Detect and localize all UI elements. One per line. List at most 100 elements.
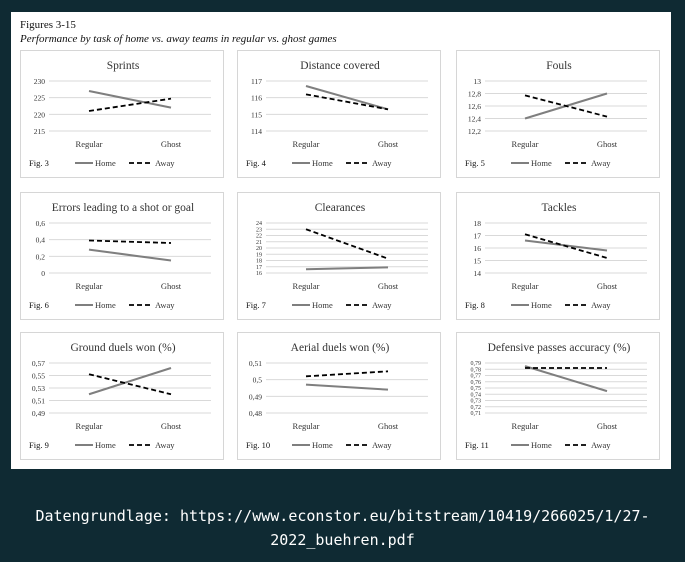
chart-panel: Distance covered 114 115 116 117 Regular Ghost… bbox=[237, 50, 441, 178]
y-tick-label: 15 bbox=[474, 257, 482, 266]
fig-label: Fig. 7 bbox=[246, 300, 266, 310]
y-tick-label: 0,75 bbox=[471, 386, 482, 392]
chart-svg: Defensive passes accuracy (%)0,710,720,7… bbox=[465, 342, 647, 450]
legend-label-away: Away bbox=[372, 158, 392, 168]
fig-label: Fig. 9 bbox=[29, 440, 49, 450]
legend-label-away: Away bbox=[155, 158, 175, 168]
y-tick-label: 0,51 bbox=[249, 359, 262, 368]
chart-svg: Sprints 215 220 225 230 Regular Ghost Fig. 3 Hom… bbox=[29, 60, 211, 168]
x-tick-label: Regular bbox=[512, 421, 539, 431]
y-tick-label: 14 bbox=[474, 269, 482, 278]
chart-svg: Tackles 14 15 16 17 18 Regular Ghost Fig. 8 Home A… bbox=[465, 202, 647, 310]
y-tick-label: 18 bbox=[474, 219, 482, 228]
x-tick-label: Ghost bbox=[378, 421, 399, 431]
legend-label-home: Home bbox=[531, 158, 552, 168]
chart-title: Ground duels won (%) bbox=[70, 342, 175, 354]
y-tick-label: 13 bbox=[474, 77, 482, 86]
y-tick-label: 0,74 bbox=[471, 392, 482, 398]
y-tick-label: 0,49 bbox=[32, 409, 45, 418]
y-tick-label: 12,2 bbox=[468, 127, 481, 136]
y-tick-label: 19 bbox=[256, 252, 262, 258]
y-tick-label: 24 bbox=[256, 221, 262, 227]
series-line-home bbox=[305, 85, 389, 111]
legend-label-home: Home bbox=[95, 158, 116, 168]
chart-panel: Clearances 16 17 18 19 20 21 22 23 24 Regular Ghost… bbox=[237, 192, 441, 320]
y-tick-label: 18 bbox=[256, 259, 262, 265]
chart-svg: Fouls 12,2 12,4 12,6 12,8 13 Regular Ghost Fig. … bbox=[465, 60, 647, 168]
legend-label-away: Away bbox=[591, 158, 611, 168]
y-tick-label: 23 bbox=[256, 227, 262, 233]
y-tick-label: 0,76 bbox=[471, 380, 482, 386]
series-line-away bbox=[305, 228, 389, 260]
x-tick-label: Ghost bbox=[597, 281, 618, 291]
fig-label: Fig. 3 bbox=[29, 158, 49, 168]
y-tick-label: 114 bbox=[251, 127, 262, 136]
x-tick-label: Regular bbox=[512, 139, 539, 149]
source-caption: Datengrundlage: https://www.econstor.eu/… bbox=[0, 504, 685, 552]
x-tick-label: Regular bbox=[293, 421, 320, 431]
y-tick-label: 0,73 bbox=[471, 399, 482, 405]
y-tick-label: 22 bbox=[256, 234, 262, 240]
y-tick-label: 20 bbox=[256, 246, 262, 252]
y-tick-label: 17 bbox=[256, 265, 262, 271]
chart-title: Sprints bbox=[107, 60, 140, 72]
series-line-home bbox=[305, 383, 389, 391]
chart-panel: Errors leading to a shot or goal 0 0,2 0,4 0… bbox=[20, 192, 224, 320]
chart-svg: Errors leading to a shot or goal 0 0,2 0,4 0… bbox=[29, 202, 211, 310]
y-tick-label: 0,72 bbox=[471, 405, 482, 411]
chart-title: Errors leading to a shot or goal bbox=[52, 202, 194, 214]
y-tick-label: 220 bbox=[34, 110, 46, 119]
y-tick-label: 225 bbox=[34, 94, 46, 103]
series-line-away bbox=[524, 233, 608, 259]
source-line-2: 2022_buehren.pdf bbox=[270, 531, 415, 549]
x-tick-label: Regular bbox=[76, 421, 103, 431]
fig-label: Fig. 11 bbox=[465, 440, 489, 450]
series-line-home bbox=[88, 248, 172, 262]
y-tick-label: 0,6 bbox=[36, 219, 46, 228]
series-line-home bbox=[305, 266, 389, 271]
legend-label-home: Home bbox=[312, 158, 333, 168]
chart-title: Tackles bbox=[542, 202, 577, 214]
series-line-home bbox=[88, 90, 172, 109]
y-tick-label: 0,48 bbox=[249, 409, 262, 418]
y-tick-label: 16 bbox=[474, 244, 482, 253]
chart-panel: Fouls 12,2 12,4 12,6 12,8 13 Regular Ghost Fig. … bbox=[456, 50, 660, 178]
y-tick-label: 117 bbox=[251, 77, 262, 86]
x-tick-label: Ghost bbox=[597, 421, 618, 431]
chart-panel: Tackles 14 15 16 17 18 Regular Ghost Fig. 8 Home A… bbox=[456, 192, 660, 320]
y-tick-label: 12,8 bbox=[468, 90, 481, 99]
y-tick-label: 17 bbox=[474, 232, 482, 241]
legend-label-home: Home bbox=[531, 440, 552, 450]
legend-label-home: Home bbox=[312, 300, 333, 310]
legend-label-away: Away bbox=[372, 300, 392, 310]
legend-label-home: Home bbox=[531, 300, 552, 310]
chart-title: Defensive passes accuracy (%) bbox=[488, 342, 631, 354]
series-line-home bbox=[524, 365, 608, 393]
y-tick-label: 115 bbox=[251, 110, 262, 119]
fig-label: Fig. 4 bbox=[246, 158, 267, 168]
series-line-away bbox=[88, 97, 172, 112]
y-tick-label: 0,51 bbox=[32, 397, 45, 406]
figure-number: Figures 3-15 bbox=[20, 19, 76, 31]
source-line-1: Datengrundlage: https://www.econstor.eu/… bbox=[35, 507, 650, 525]
series-line-away bbox=[305, 93, 389, 111]
chart-panel: Sprints 215 220 225 230 Regular Ghost Fig. 3 Hom… bbox=[20, 50, 224, 178]
chart-svg: Distance covered 114 115 116 117 Regular Ghost… bbox=[246, 60, 428, 168]
y-tick-label: 21 bbox=[256, 240, 262, 246]
fig-label: Fig. 10 bbox=[246, 440, 270, 450]
y-tick-label: 0,4 bbox=[36, 236, 46, 245]
y-tick-label: 0,55 bbox=[32, 372, 45, 381]
y-tick-label: 0 bbox=[41, 269, 45, 278]
legend-label-home: Home bbox=[95, 300, 116, 310]
x-tick-label: Regular bbox=[76, 281, 103, 291]
chart-panel: Defensive passes accuracy (%) 0,71 0,72 0,7… bbox=[456, 332, 660, 460]
legend-label-away: Away bbox=[591, 300, 611, 310]
y-tick-label: 0,2 bbox=[36, 252, 46, 261]
y-tick-label: 0,71 bbox=[471, 411, 482, 417]
chart-title: Distance covered bbox=[300, 60, 380, 72]
y-tick-label: 116 bbox=[251, 94, 262, 103]
y-tick-label: 0,49 bbox=[249, 392, 262, 401]
y-tick-label: 215 bbox=[34, 127, 46, 136]
figure-image: Figures 3-15 Performance by task of home… bbox=[11, 12, 671, 469]
